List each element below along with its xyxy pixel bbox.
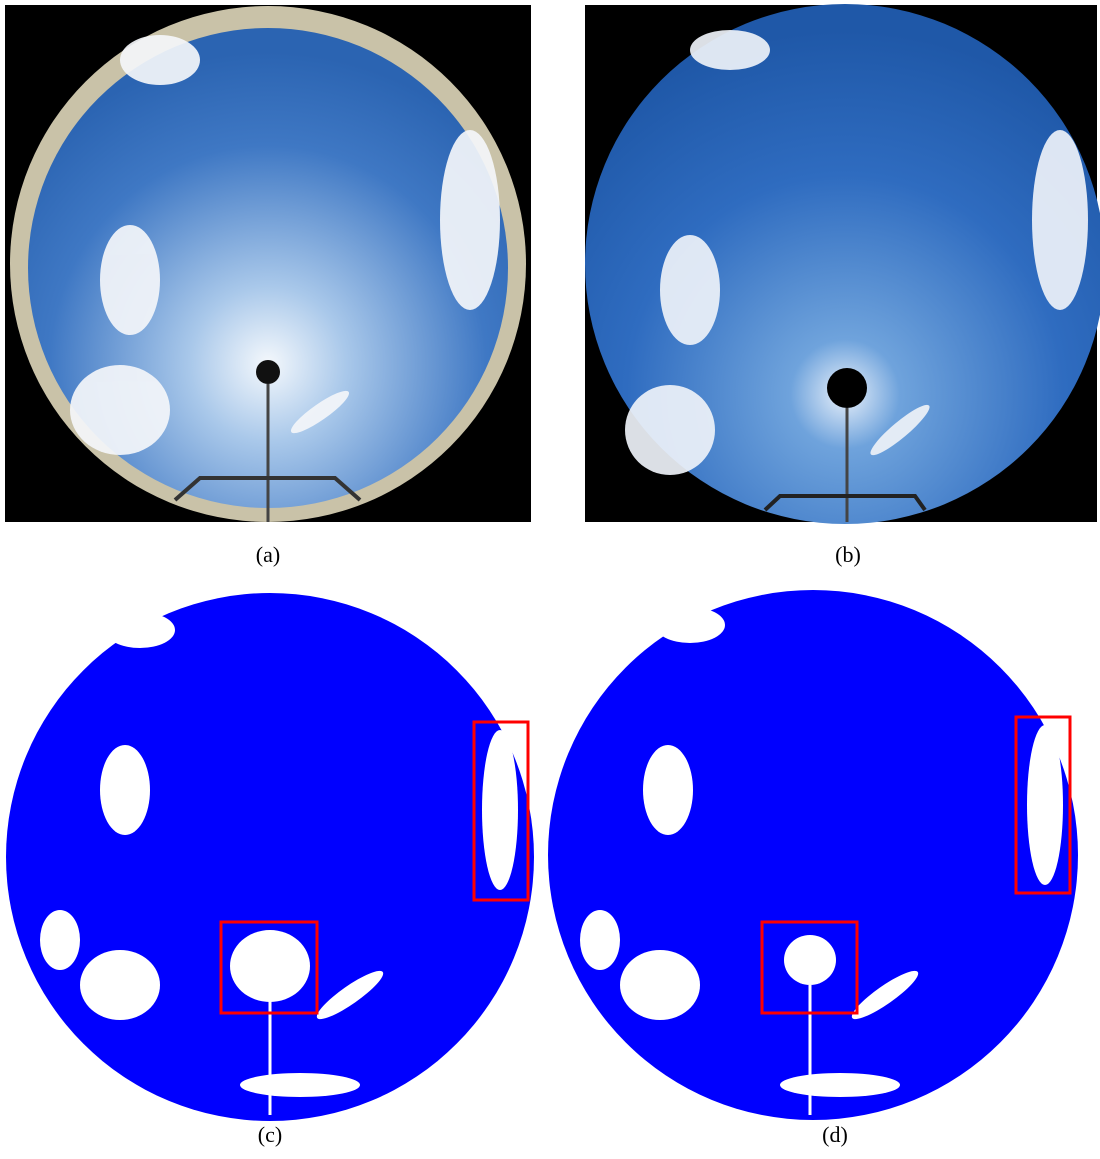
image-b xyxy=(585,4,1100,524)
page: (a) (b) (c) (d) (() => { const data = JS… xyxy=(0,0,1100,1159)
panel-label: (c) xyxy=(258,1122,282,1147)
segmentation-d xyxy=(548,590,1078,1120)
panel-label: (d) xyxy=(822,1122,848,1147)
segmentation-c xyxy=(6,593,534,1121)
panel-label: (a) xyxy=(256,542,280,567)
image-a xyxy=(5,5,531,522)
figure: (a) (b) (c) (d) xyxy=(0,0,1100,1159)
panel-label: (b) xyxy=(835,542,861,567)
